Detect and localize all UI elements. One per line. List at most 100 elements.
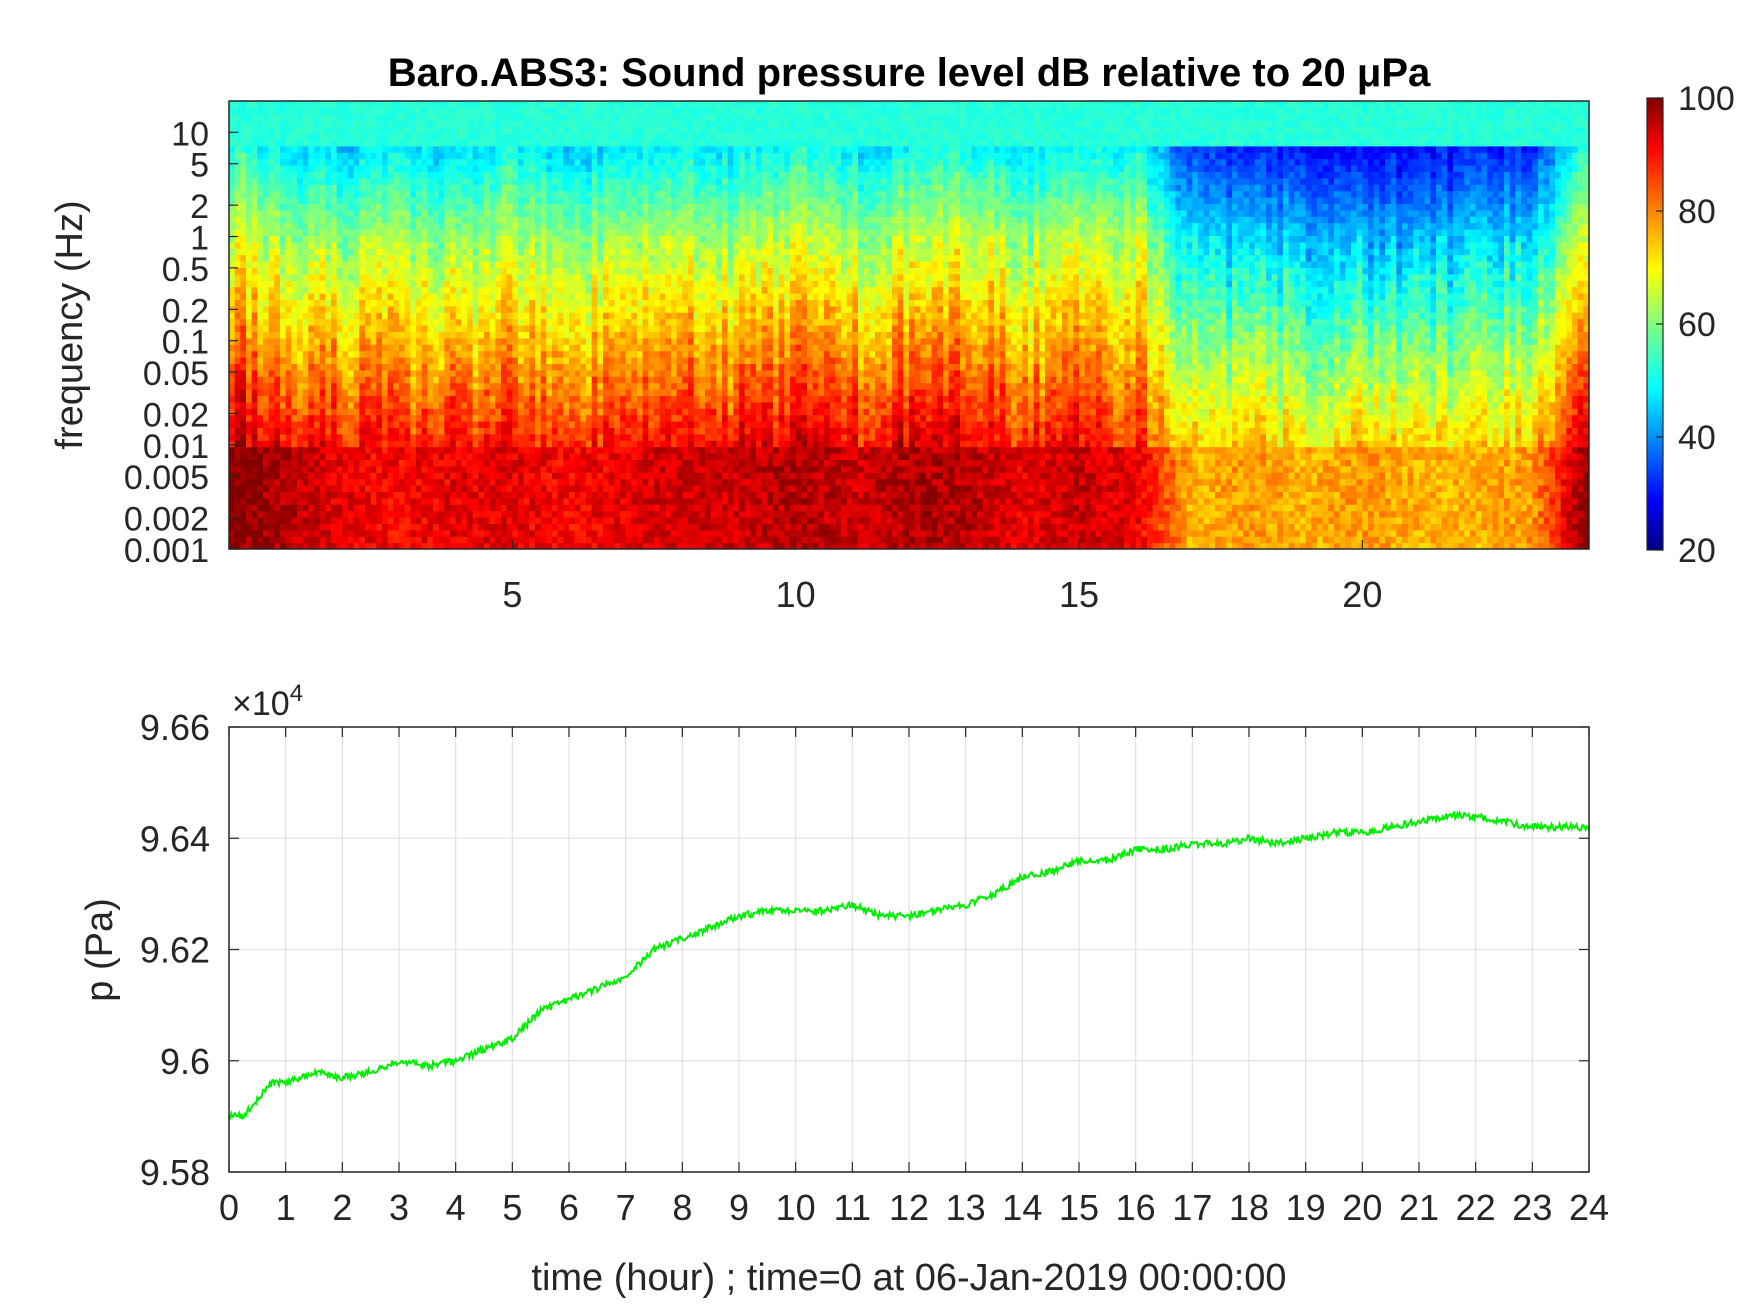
heatmap-cell	[438, 248, 445, 256]
heatmap-cell	[427, 139, 434, 147]
heatmap-cell	[484, 446, 491, 454]
heatmap-cell	[387, 389, 394, 396]
heatmap-cell	[404, 427, 411, 435]
heatmap-cell	[353, 254, 360, 262]
heatmap-cell	[540, 113, 547, 121]
heatmap-cell	[342, 209, 349, 217]
heatmap-cell	[472, 184, 479, 192]
heatmap-cell	[280, 376, 287, 384]
heatmap-cell	[382, 440, 389, 448]
heatmap-cell	[625, 216, 632, 224]
heatmap-cell	[518, 401, 525, 409]
heatmap-cell	[546, 459, 553, 467]
heatmap-cell	[489, 267, 496, 275]
heatmap-cell	[353, 171, 360, 179]
heatmap-cell	[461, 408, 468, 416]
heatmap-cell	[591, 241, 598, 249]
heatmap-cell	[325, 293, 332, 300]
heatmap-cell	[569, 197, 576, 204]
heatmap-cell	[540, 190, 547, 198]
heatmap-cell	[597, 184, 604, 192]
heatmap-cell	[280, 325, 287, 332]
heatmap-cell	[591, 401, 598, 409]
heatmap-cell	[433, 382, 440, 390]
heatmap-cell	[501, 120, 508, 128]
heatmap-cell	[421, 440, 428, 448]
heatmap-cell	[529, 222, 536, 230]
heatmap-cell	[297, 446, 304, 454]
heatmap-cell	[444, 145, 451, 153]
heatmap-cell	[251, 472, 258, 480]
heatmap-cell	[336, 510, 343, 518]
heatmap-cell	[433, 350, 440, 358]
heatmap-cell	[353, 203, 360, 211]
heatmap-cell	[552, 241, 559, 249]
heatmap-cell	[625, 190, 632, 198]
heatmap-cell	[229, 261, 236, 268]
heatmap-cell	[319, 376, 326, 384]
heatmap-cell	[399, 433, 406, 441]
heatmap-cell	[450, 446, 457, 454]
heatmap-cell	[586, 171, 593, 179]
heatmap-cell	[563, 286, 570, 294]
heatmap-cell	[614, 369, 621, 377]
heatmap-cell	[421, 517, 428, 524]
heatmap-cell	[285, 523, 292, 531]
heatmap-cell	[308, 369, 315, 377]
heatmap-cell	[603, 446, 610, 454]
heatmap-cell	[285, 197, 292, 204]
heatmap-cell	[291, 369, 298, 377]
heatmap-cell	[240, 241, 247, 249]
heatmap-cell	[246, 139, 253, 147]
heatmap-cell	[546, 241, 553, 249]
heatmap-cell	[467, 472, 474, 480]
heatmap-cell	[501, 229, 508, 236]
heatmap-cell	[314, 190, 321, 198]
heatmap-cell	[574, 120, 581, 128]
heatmap-cell	[495, 369, 502, 377]
heatmap-cell	[280, 241, 287, 249]
heatmap-cell	[274, 145, 281, 153]
heatmap-cell	[631, 510, 638, 518]
heatmap-cell	[625, 286, 632, 294]
heatmap-cell	[563, 165, 570, 172]
heatmap-cell	[291, 472, 298, 480]
heatmap-cell	[597, 261, 604, 268]
heatmap-cell	[518, 517, 525, 524]
heatmap-cell	[433, 376, 440, 384]
heatmap-cell	[603, 101, 610, 108]
heatmap-cell	[450, 408, 457, 416]
heatmap-cell	[319, 337, 326, 345]
heatmap-cell	[353, 459, 360, 467]
heatmap-cell	[319, 395, 326, 403]
heatmap-cell	[393, 152, 400, 160]
heatmap-cell	[489, 331, 496, 339]
heatmap-cell	[484, 190, 491, 198]
heatmap-cell	[506, 465, 513, 473]
heatmap-cell	[563, 389, 570, 396]
heatmap-cell	[280, 171, 287, 179]
heatmap-cell	[319, 472, 326, 480]
heatmap-cell	[580, 248, 587, 256]
heatmap-cell	[246, 171, 253, 179]
heatmap-cell	[348, 248, 355, 256]
heatmap-cell	[518, 254, 525, 262]
heatmap-cell	[229, 363, 236, 371]
heatmap-cell	[484, 241, 491, 249]
heatmap-cell	[353, 478, 360, 486]
heatmap-cell	[484, 177, 491, 185]
heatmap-cell	[376, 363, 383, 371]
heatmap-cell	[404, 529, 411, 537]
heatmap-cell	[263, 491, 270, 499]
heatmap-cell	[597, 433, 604, 441]
heatmap-cell	[552, 344, 559, 352]
heatmap-cell	[631, 529, 638, 537]
heatmap-cell	[285, 241, 292, 249]
heatmap-cell	[603, 305, 610, 313]
heatmap-cell	[450, 101, 457, 108]
heatmap-cell	[495, 133, 502, 140]
heatmap-cell	[603, 113, 610, 121]
heatmap-cell	[580, 107, 587, 115]
heatmap-cell	[325, 107, 332, 115]
heatmap-cell	[297, 485, 304, 492]
